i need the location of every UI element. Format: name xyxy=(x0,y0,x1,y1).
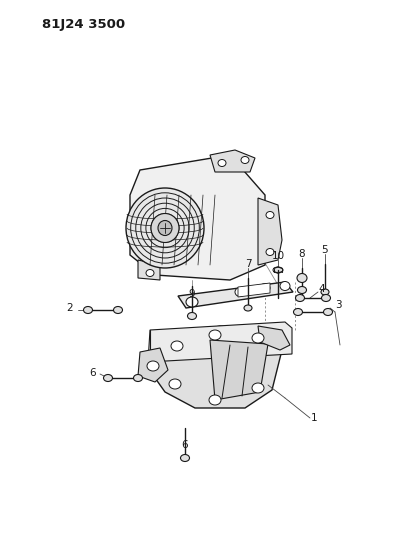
Ellipse shape xyxy=(180,455,189,462)
Ellipse shape xyxy=(186,297,198,307)
Text: 10: 10 xyxy=(271,251,284,261)
Ellipse shape xyxy=(265,248,273,255)
Text: 1: 1 xyxy=(310,413,316,423)
Ellipse shape xyxy=(209,395,221,405)
Ellipse shape xyxy=(243,305,251,311)
Text: 9: 9 xyxy=(188,289,195,299)
Polygon shape xyxy=(138,348,168,382)
Text: 8: 8 xyxy=(298,249,304,259)
Text: 2: 2 xyxy=(67,303,73,313)
Ellipse shape xyxy=(321,295,330,302)
Ellipse shape xyxy=(209,330,221,340)
Ellipse shape xyxy=(113,306,122,313)
Ellipse shape xyxy=(279,281,289,290)
Text: 4: 4 xyxy=(318,284,324,294)
Ellipse shape xyxy=(187,312,196,319)
Text: 81J24 3500: 81J24 3500 xyxy=(42,18,125,31)
Ellipse shape xyxy=(146,270,154,277)
Polygon shape xyxy=(237,283,269,297)
Ellipse shape xyxy=(133,375,142,382)
Ellipse shape xyxy=(235,287,244,296)
Polygon shape xyxy=(148,322,291,362)
Polygon shape xyxy=(209,150,254,172)
Ellipse shape xyxy=(158,221,172,236)
Ellipse shape xyxy=(295,295,304,302)
Text: 7: 7 xyxy=(244,259,251,269)
Ellipse shape xyxy=(320,289,328,295)
Ellipse shape xyxy=(103,375,112,382)
Ellipse shape xyxy=(251,383,263,393)
Polygon shape xyxy=(130,155,264,280)
Ellipse shape xyxy=(265,212,273,219)
Polygon shape xyxy=(138,260,160,280)
Ellipse shape xyxy=(251,333,263,343)
Polygon shape xyxy=(257,198,281,265)
Text: 6: 6 xyxy=(181,440,188,450)
Text: 6: 6 xyxy=(89,368,96,378)
Ellipse shape xyxy=(147,361,159,371)
Text: 3: 3 xyxy=(334,300,340,310)
Ellipse shape xyxy=(241,157,248,164)
Ellipse shape xyxy=(217,159,225,166)
Ellipse shape xyxy=(151,214,178,243)
Ellipse shape xyxy=(170,341,182,351)
Text: 5: 5 xyxy=(321,245,328,255)
Ellipse shape xyxy=(126,188,203,268)
Ellipse shape xyxy=(83,306,92,313)
Ellipse shape xyxy=(297,287,306,294)
Ellipse shape xyxy=(293,309,302,316)
Polygon shape xyxy=(209,340,267,400)
Ellipse shape xyxy=(259,284,269,293)
Ellipse shape xyxy=(272,267,282,273)
Polygon shape xyxy=(257,326,289,350)
Polygon shape xyxy=(148,326,281,408)
Ellipse shape xyxy=(296,273,306,282)
Ellipse shape xyxy=(323,309,332,316)
Polygon shape xyxy=(178,282,292,308)
Ellipse shape xyxy=(168,379,180,389)
